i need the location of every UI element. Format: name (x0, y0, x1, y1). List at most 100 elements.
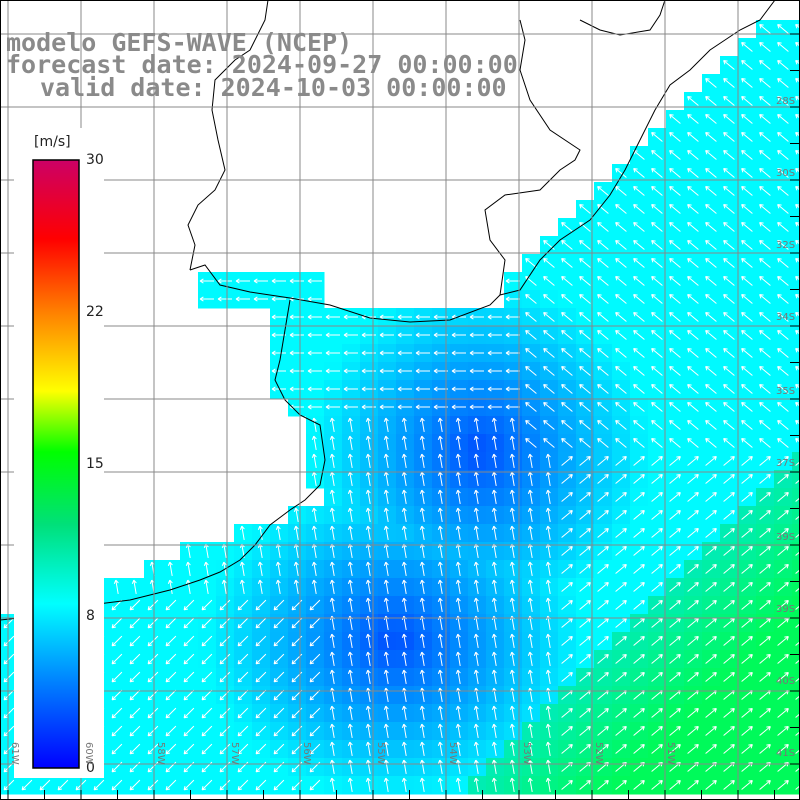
wind-arrow (795, 623, 800, 628)
wind-arrow (347, 777, 353, 792)
wind-arrow (741, 204, 753, 214)
colorbar-tick-8: 8 (86, 608, 95, 624)
wind-arrow (723, 654, 735, 664)
wind-arrow (633, 708, 645, 718)
wind-arrow (561, 366, 573, 376)
wind-arrow (651, 564, 663, 574)
wind-arrow (723, 384, 735, 394)
wind-arrow (383, 561, 389, 576)
wind-arrow (651, 312, 663, 322)
wind-arrow (365, 525, 371, 540)
wind-arrow (397, 332, 412, 338)
wind-arrow (705, 600, 717, 610)
wind-arrow (597, 204, 609, 214)
wind-arrow (545, 507, 551, 522)
wind-arrow (487, 314, 502, 320)
wind-arrow (473, 471, 479, 486)
wind-arrow (795, 204, 800, 209)
wind-arrow (777, 168, 789, 178)
wind-arrow (491, 507, 497, 522)
wind-arrow (329, 633, 335, 648)
wind-arrow (705, 276, 717, 286)
wind-arrow (437, 579, 443, 594)
wind-speed-cell (792, 488, 800, 507)
wind-arrow (147, 617, 159, 629)
wind-arrow (329, 561, 335, 576)
wind-arrow (795, 677, 800, 682)
wind-arrow (39, 779, 51, 791)
wind-arrow (203, 579, 209, 594)
wind-arrow (255, 599, 267, 611)
wind-arrow (347, 453, 353, 468)
wind-arrow (473, 489, 479, 504)
wind-arrow (3, 743, 15, 755)
wind-arrow (415, 386, 430, 392)
wind-arrow (183, 779, 195, 791)
wind-arrow (343, 404, 358, 410)
wind-arrow (271, 314, 286, 320)
wind-arrow (401, 453, 407, 468)
wind-arrow (325, 332, 340, 338)
wind-arrow (579, 744, 591, 754)
wind-arrow (633, 294, 645, 304)
wind-arrow (597, 312, 609, 322)
wind-arrow (687, 222, 699, 232)
wind-arrow (491, 777, 497, 792)
wind-arrow (473, 651, 479, 666)
wind-arrow (795, 330, 800, 335)
wind-arrow (669, 114, 681, 124)
wind-arrow (777, 366, 789, 376)
wind-arrow (561, 780, 573, 790)
wind-arrow (723, 744, 735, 754)
wind-arrow (273, 779, 285, 791)
wind-arrow (741, 708, 753, 718)
wind-arrow (687, 204, 699, 214)
wind-arrow (3, 671, 15, 683)
wind-arrow (633, 528, 645, 538)
wind-arrow (491, 705, 497, 720)
wind-arrow (705, 240, 717, 250)
wind-arrow (365, 633, 371, 648)
wind-arrow (455, 489, 461, 504)
wind-arrow (473, 579, 479, 594)
wind-arrow (365, 561, 371, 576)
wind-arrow (633, 492, 645, 502)
wind-arrow (543, 438, 555, 448)
wind-arrow (237, 707, 249, 719)
wind-arrow (579, 510, 591, 520)
wind-arrow (795, 515, 800, 520)
wind-arrow (329, 669, 335, 684)
wind-arrow (687, 420, 699, 430)
wind-arrow (329, 417, 335, 432)
wind-arrow (687, 240, 699, 250)
wind-arrow (615, 672, 627, 682)
wind-arrow (579, 204, 591, 214)
wind-arrow (687, 348, 699, 358)
wind-arrow (759, 132, 771, 142)
wind-arrow (379, 314, 394, 320)
wind-arrow (615, 726, 627, 736)
wind-arrow (455, 633, 461, 648)
wind-arrow (741, 654, 753, 664)
wind-arrow (651, 636, 663, 646)
wind-arrow (545, 651, 551, 666)
wind-arrow (491, 561, 497, 576)
wind-arrow (759, 276, 771, 286)
wind-arrow (311, 507, 317, 522)
wind-arrow (543, 402, 555, 412)
wind-arrow (777, 528, 789, 538)
wind-arrow (219, 743, 231, 755)
wind-arrow (509, 561, 515, 576)
wind-arrow (419, 507, 425, 522)
wind-arrow (597, 726, 609, 736)
wind-arrow (579, 492, 591, 502)
wind-arrow (777, 582, 789, 592)
wind-arrow (669, 384, 681, 394)
wind-arrow (615, 654, 627, 664)
wind-arrow (545, 705, 551, 720)
wind-arrow (383, 507, 389, 522)
wind-arrow (759, 654, 771, 664)
wind-arrow (669, 168, 681, 178)
wind-arrow (3, 707, 15, 719)
wind-arrow (687, 564, 699, 574)
